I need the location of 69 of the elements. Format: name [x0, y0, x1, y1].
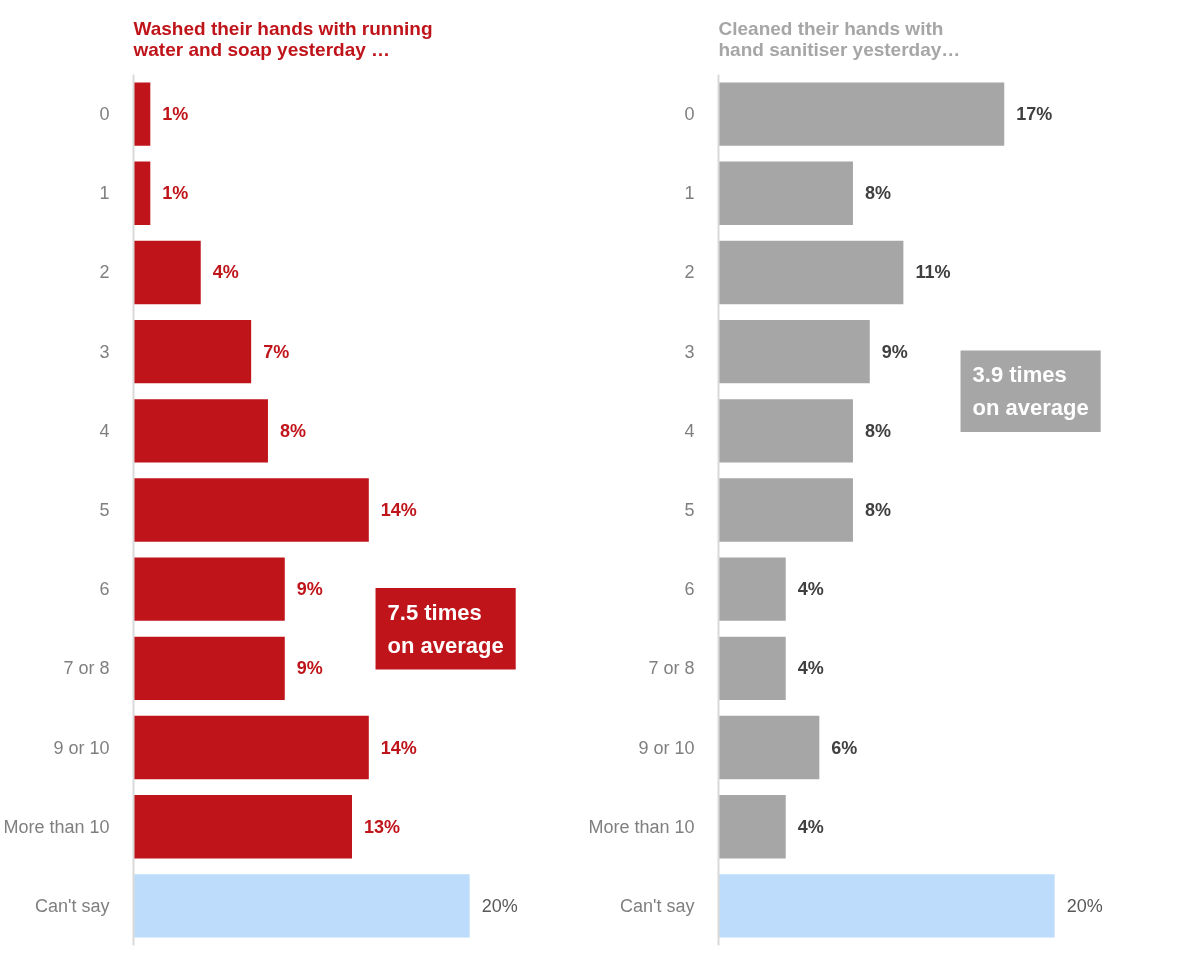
y-tick-label: 2 [684, 262, 695, 283]
chart-title: Cleaned their hands with hand sanitiser yesterday… [718, 17, 961, 60]
y-tick-label: 6 [684, 579, 695, 600]
bar [133, 874, 470, 938]
bar [718, 240, 904, 305]
bar [718, 399, 853, 463]
data-label: 6% [831, 737, 858, 758]
bar [133, 319, 252, 384]
y-tick-label: 1 [99, 183, 110, 204]
bar [718, 715, 820, 780]
y-tick-label: 0 [684, 104, 695, 125]
y-tick-label: 4 [684, 420, 695, 441]
y-tick-label: Can't say [620, 895, 695, 916]
bar [133, 399, 268, 463]
y-tick-label: More than 10 [3, 816, 110, 837]
data-label: 1% [162, 183, 189, 204]
y-tick-label: 7 or 8 [63, 658, 110, 679]
data-label: 4% [212, 262, 239, 283]
bar [718, 161, 853, 225]
data-label: 4% [797, 658, 824, 679]
y-tick-label: 4 [99, 420, 110, 441]
annotation: 3.9 times on average [972, 362, 1089, 420]
bar [133, 478, 369, 542]
data-label: 14% [380, 737, 417, 758]
bar [718, 795, 786, 859]
y-tick-label: 5 [99, 500, 110, 520]
data-label: 9% [881, 341, 908, 362]
data-label: 1% [162, 104, 189, 125]
bar [718, 82, 1005, 146]
bar [133, 795, 352, 859]
bar [133, 636, 285, 701]
data-label: 8% [279, 420, 306, 441]
data-label: 17% [1016, 104, 1053, 125]
data-label: 13% [364, 816, 401, 837]
data-label: 11% [915, 262, 951, 283]
data-label: 20% [481, 895, 518, 916]
data-label: 8% [864, 500, 891, 520]
bar [718, 478, 853, 542]
y-tick-label: 7 or 8 [648, 658, 695, 679]
bar [718, 636, 786, 701]
chart-title: Washed their hands with running water and soap yesterday … [132, 17, 433, 60]
data-label: 7% [263, 341, 290, 362]
y-tick-label: 6 [99, 579, 110, 600]
y-tick-label: Can't say [35, 895, 110, 916]
data-label: 8% [864, 420, 891, 441]
bar [718, 319, 870, 384]
data-label: 9% [296, 579, 323, 600]
y-tick-label: 3 [684, 341, 695, 362]
y-tick-label: 3 [99, 341, 110, 362]
annotation: 7.5 times on average [387, 600, 504, 658]
bar [133, 82, 151, 146]
bar [133, 715, 369, 780]
y-tick-label: 1 [684, 183, 695, 204]
y-tick-label: More than 10 [588, 816, 695, 837]
data-label: 9% [296, 658, 323, 679]
data-label: 20% [1066, 895, 1103, 916]
bar [718, 557, 786, 621]
bar [133, 557, 285, 621]
y-tick-label: 0 [99, 104, 110, 125]
y-tick-label: 9 or 10 [638, 737, 695, 758]
data-label: 4% [797, 816, 824, 837]
data-label: 4% [797, 579, 824, 600]
y-tick-label: 2 [99, 262, 110, 283]
y-tick-label: 5 [684, 500, 695, 520]
data-label: 8% [864, 183, 891, 204]
data-label: 14% [380, 500, 417, 520]
bar [718, 874, 1055, 938]
y-tick-label: 9 or 10 [53, 737, 110, 758]
bar [133, 240, 201, 305]
